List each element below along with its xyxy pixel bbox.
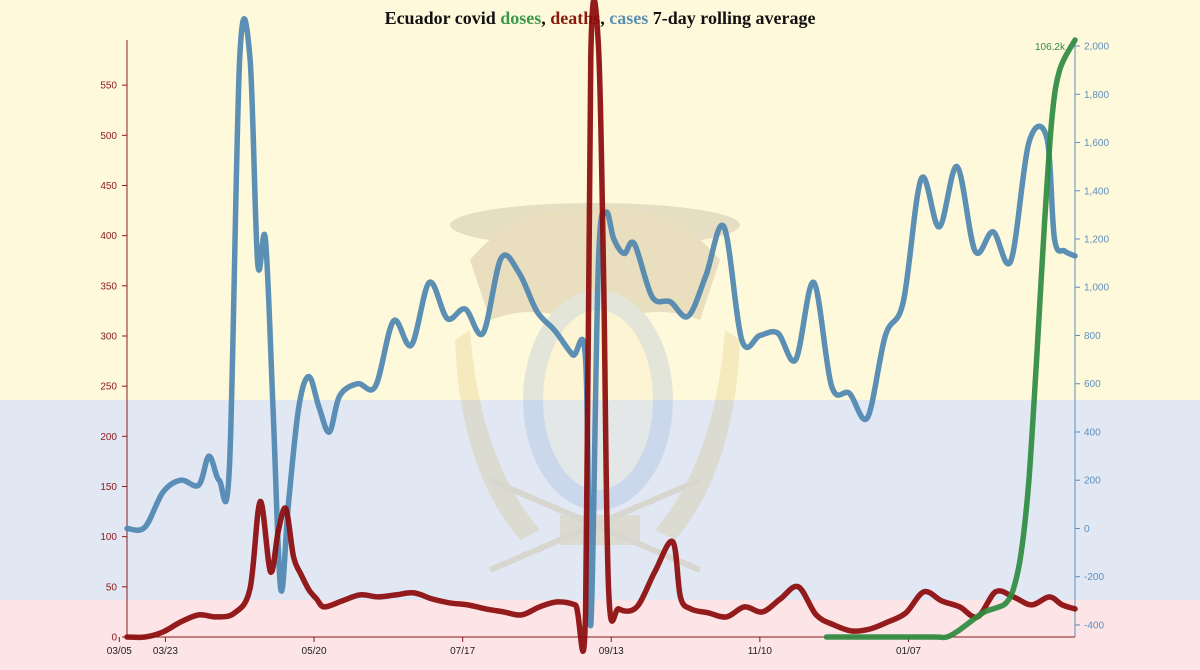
right-axis-tick: 600 [1075,379,1101,390]
left-axis-tick: 450 [100,181,127,192]
left-axis-tick: 400 [100,231,127,242]
right-tick-label: 1,800 [1084,90,1109,101]
left-axis-tick: 50 [106,582,127,593]
x-tick-label: 11/10 [748,646,773,657]
left-tick-label: 50 [106,582,118,593]
x-tick-label: 01/07 [896,646,921,657]
title-sep1: , [541,8,551,28]
right-axis-tick: 800 [1075,331,1101,342]
right-axis-tick: -400 [1075,620,1104,631]
x-tick-label: 03/05 [107,646,132,657]
right-axis-tick: 1,200 [1075,235,1109,246]
flag-blue-band [0,400,1200,600]
title-doses: doses [500,8,542,28]
title-prefix: Ecuador covid [384,8,501,28]
right-tick-label: -200 [1084,572,1104,583]
left-tick-label: 300 [100,331,117,342]
left-axis-tick: 500 [100,131,127,142]
right-tick-label: 1,600 [1084,138,1109,149]
title-deaths: deaths [550,8,601,28]
left-axis-tick: 100 [100,532,127,543]
right-axis-tick: 400 [1075,427,1101,438]
title-cases: cases [609,8,649,28]
left-tick-label: 150 [100,482,117,493]
left-axis-tick: 350 [100,281,127,292]
right-axis-tick: -200 [1075,572,1104,583]
title-sep2: , [600,8,610,28]
left-tick-label: 500 [100,131,117,142]
doses-peak-label: 106.2k [1035,42,1066,53]
left-tick-label: 200 [100,432,117,443]
right-tick-label: 600 [1084,379,1101,390]
annotation-group: 106.2k [1035,42,1066,53]
x-axis-tick: 03/05 [107,637,132,657]
x-axis-tick: 01/07 [896,637,921,657]
x-tick-label: 07/17 [450,646,475,657]
right-axis-tick: 1,400 [1075,186,1109,197]
x-tick-label: 03/23 [153,646,178,657]
right-axis-tick: 1,600 [1075,138,1109,149]
x-axis-tick: 07/17 [450,637,476,657]
flag-red-band [0,600,1200,670]
cases-series-line [124,16,1078,629]
left-axis-tick: 150 [100,482,127,493]
right-tick-label: 200 [1084,476,1101,487]
deaths-series-line [124,0,1078,654]
right-tick-label: 1,000 [1084,283,1109,294]
right-tick-label: 1,400 [1084,186,1109,197]
right-tick-label: -400 [1084,620,1104,631]
chart-title: Ecuador covid doses, deaths, cases 7-day… [0,8,1200,29]
right-axis-tick: 1,800 [1075,90,1109,101]
x-axis-tick: 11/10 [748,637,773,657]
series-lines-group [124,0,1078,654]
doses-series-line [823,37,1078,641]
right-tick-label: 2,000 [1084,42,1109,53]
left-axis-tick: 300 [100,331,127,342]
right-axis-tick: 1,000 [1075,283,1109,294]
right-tick-label: 1,200 [1084,235,1109,246]
left-axis-tick: 200 [100,432,127,443]
x-tick-label: 09/13 [599,646,624,657]
right-axis-tick: 0 [1075,524,1090,535]
right-tick-label: 0 [1084,524,1090,535]
left-tick-label: 350 [100,281,117,292]
left-tick-label: 550 [100,81,117,92]
right-tick-label: 400 [1084,427,1101,438]
right-tick-label: 800 [1084,331,1101,342]
x-tick-label: 05/20 [302,646,327,657]
left-tick-label: 400 [100,231,117,242]
right-axis-tick: 2,000 [1075,42,1109,53]
left-tick-label: 250 [100,382,117,393]
left-axis-tick: 250 [100,382,127,393]
left-axis-tick: 550 [100,81,127,92]
left-tick-label: 450 [100,181,117,192]
title-suffix: 7-day rolling average [648,8,816,28]
x-axis-tick: 05/20 [302,637,327,657]
x-axis-tick: 03/23 [153,637,178,657]
x-axis-tick: 09/13 [599,637,624,657]
axes-group: 0 50 100 150 200 250 300 350 400 450 500 550 -400 -20… [100,40,1109,657]
right-axis-tick: 200 [1075,476,1101,487]
left-tick-label: 0 [111,633,117,644]
left-tick-label: 100 [100,532,117,543]
